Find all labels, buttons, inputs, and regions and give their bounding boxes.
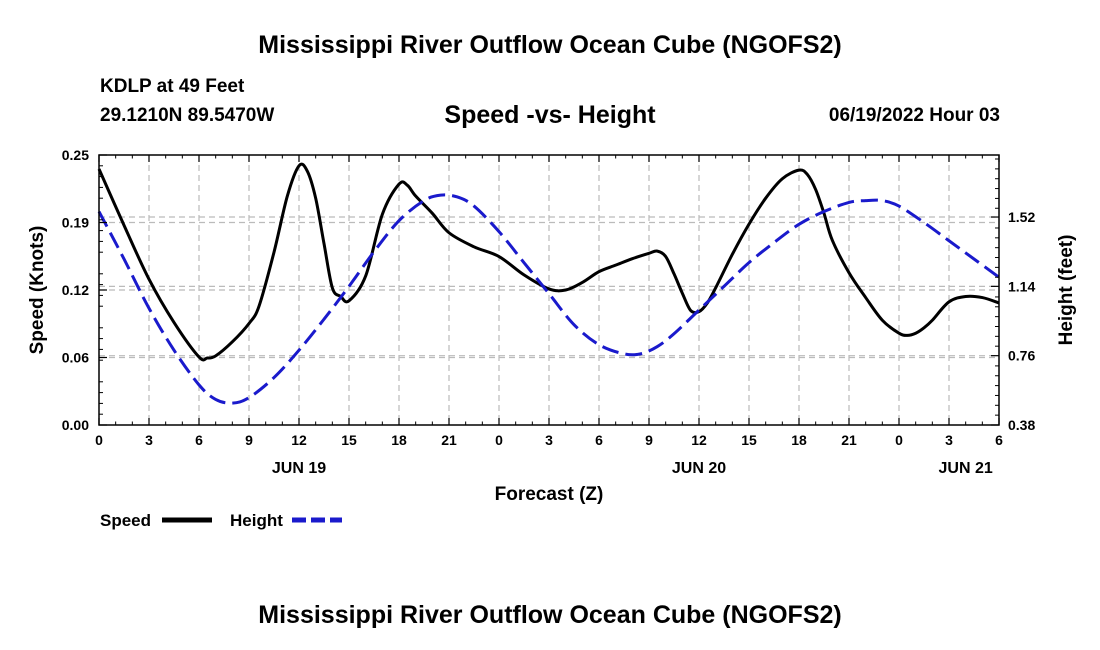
x-tick-label: 6 xyxy=(995,432,1003,448)
y2-tick-label: 0.38 xyxy=(1008,417,1035,433)
y-tick-label: 0.19 xyxy=(62,215,89,231)
coordinates-label: 29.1210N 89.5470W xyxy=(100,105,275,126)
y-axis-title: Speed (Knots) xyxy=(27,226,48,355)
x-tick-label: 12 xyxy=(691,432,707,448)
x-date-label: JUN 21 xyxy=(939,460,993,477)
forecast-datetime: 06/19/2022 Hour 03 xyxy=(828,105,1000,126)
x-tick-label: 18 xyxy=(791,432,807,448)
x-tick-label: 21 xyxy=(841,432,857,448)
x-tick-label: 0 xyxy=(895,432,903,448)
x-date-label: JUN 20 xyxy=(672,460,726,477)
x-tick-label: 21 xyxy=(441,432,457,448)
legend-speed-label: Speed xyxy=(100,511,151,530)
tick-layer xyxy=(98,154,1000,426)
y-tick-label: 0.00 xyxy=(62,417,89,433)
x-tick-label: 15 xyxy=(341,432,357,448)
legend-height-label: Height xyxy=(230,511,283,530)
x-tick-label: 15 xyxy=(741,432,757,448)
y2-tick-label: 1.52 xyxy=(1008,209,1035,225)
y-tick-label: 0.25 xyxy=(62,147,89,163)
x-tick-label: 6 xyxy=(195,432,203,448)
footer-title: Mississippi River Outflow Ocean Cube (NG… xyxy=(258,601,842,629)
height-series-line xyxy=(97,193,1000,405)
chart-main-title: Mississippi River Outflow Ocean Cube (NG… xyxy=(258,31,842,59)
station-label: KDLP at 49 Feet xyxy=(100,76,245,97)
x-tick-label: 9 xyxy=(645,432,653,448)
x-tick-label: 3 xyxy=(545,432,553,448)
x-tick-label: 12 xyxy=(291,432,307,448)
x-tick-label: 9 xyxy=(245,432,253,448)
x-tick-label: 6 xyxy=(595,432,603,448)
x-tick-label: 0 xyxy=(495,432,503,448)
y-tick-label: 0.12 xyxy=(62,282,89,298)
speed-series-line xyxy=(97,162,1000,362)
y-tick-label: 0.06 xyxy=(62,350,89,366)
x-tick-label: 0 xyxy=(95,432,103,448)
y2-axis-title: Height (feet) xyxy=(1056,235,1077,346)
x-tick-label: 3 xyxy=(145,432,153,448)
y2-tick-label: 0.76 xyxy=(1008,348,1035,364)
x-date-label: JUN 19 xyxy=(272,460,326,477)
legend: Speed Height xyxy=(100,511,342,530)
x-axis-title: Forecast (Z) xyxy=(495,484,604,505)
x-tick-label: 3 xyxy=(945,432,953,448)
grid-layer xyxy=(99,155,999,425)
label-layer: 0 3 6 9 12 15 18 21 0 3 6 9 12 15 18 21 0 3 6 JUN 19 JUN 20 J… xyxy=(62,147,1036,477)
y2-tick-label: 1.14 xyxy=(1008,278,1035,294)
chart-subtitle: Speed -vs- Height xyxy=(444,101,656,129)
x-tick-label: 18 xyxy=(391,432,407,448)
series-layer xyxy=(97,162,1000,405)
